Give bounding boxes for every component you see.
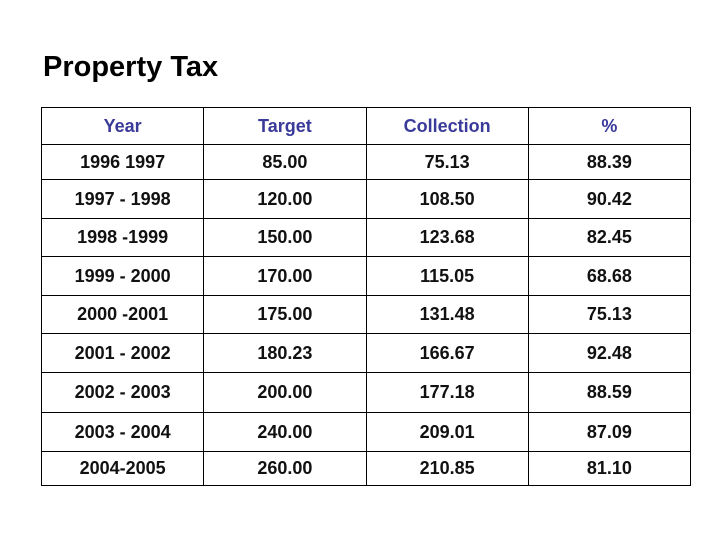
year-cell: 2001 - 2002: [40, 333, 205, 373]
target-cell: 240.00: [203, 412, 367, 452]
percent-cell: 87.09: [527, 412, 692, 452]
percent-cell: 75.13: [527, 295, 692, 334]
collection-cell: 108.50: [365, 179, 529, 219]
year-cell: 1998 -1999: [40, 218, 205, 257]
year-cell: 2004-2005: [40, 451, 205, 486]
year-cell: 1997 - 1998: [40, 179, 205, 219]
percent-cell: 92.48: [527, 333, 692, 373]
property-tax-table: Year Target Collection % 1996 1997 85.00…: [40, 107, 692, 486]
target-cell: 150.00: [203, 218, 367, 257]
year-cell: 1999 - 2000: [40, 256, 205, 296]
table-row: 1996 1997 85.00 75.13 88.39: [40, 144, 692, 180]
target-cell: 175.00: [203, 295, 367, 334]
year-cell: 2000 -2001: [40, 295, 205, 334]
table-row: 2004-2005 260.00 210.85 81.10: [40, 451, 692, 486]
percent-cell: 81.10: [527, 451, 692, 486]
table-row: 2001 - 2002 180.23 166.67 92.48: [40, 333, 692, 373]
column-header-target: Target: [203, 107, 367, 145]
collection-cell: 123.68: [365, 218, 529, 257]
collection-cell: 115.05: [365, 256, 529, 296]
column-header-percent: %: [527, 107, 692, 145]
target-cell: 170.00: [203, 256, 367, 296]
target-cell: 120.00: [203, 179, 367, 219]
percent-cell: 88.59: [527, 372, 692, 413]
percent-cell: 82.45: [527, 218, 692, 257]
collection-cell: 210.85: [365, 451, 529, 486]
table-row: 2003 - 2004 240.00 209.01 87.09: [40, 412, 692, 452]
year-cell: 2002 - 2003: [40, 372, 205, 413]
table-header-row: Year Target Collection %: [40, 107, 692, 145]
collection-cell: 131.48: [365, 295, 529, 334]
table-row: 1998 -1999 150.00 123.68 82.45: [40, 218, 692, 257]
year-cell: 2003 - 2004: [40, 412, 205, 452]
column-header-year: Year: [40, 107, 205, 145]
table-row: 1997 - 1998 120.00 108.50 90.42: [40, 179, 692, 219]
table-row: 1999 - 2000 170.00 115.05 68.68: [40, 256, 692, 296]
year-cell: 1996 1997: [40, 144, 205, 180]
target-cell: 180.23: [203, 333, 367, 373]
percent-cell: 68.68: [527, 256, 692, 296]
percent-cell: 88.39: [527, 144, 692, 180]
target-cell: 260.00: [203, 451, 367, 486]
percent-cell: 90.42: [527, 179, 692, 219]
column-header-collection: Collection: [365, 107, 529, 145]
table-row: 2000 -2001 175.00 131.48 75.13: [40, 295, 692, 334]
collection-cell: 75.13: [365, 144, 529, 180]
collection-cell: 177.18: [365, 372, 529, 413]
page-title: Property Tax: [43, 51, 219, 83]
collection-cell: 209.01: [365, 412, 529, 452]
collection-cell: 166.67: [365, 333, 529, 373]
table-row: 2002 - 2003 200.00 177.18 88.59: [40, 372, 692, 413]
target-cell: 85.00: [203, 144, 367, 180]
target-cell: 200.00: [203, 372, 367, 413]
